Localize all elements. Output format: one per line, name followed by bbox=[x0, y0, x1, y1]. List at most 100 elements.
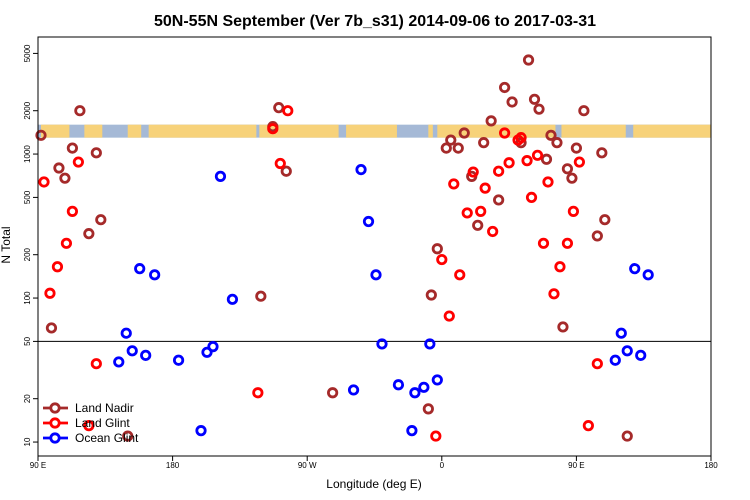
data-point bbox=[59, 172, 71, 184]
data-point bbox=[582, 420, 594, 432]
data-point bbox=[376, 338, 388, 350]
data-point bbox=[599, 214, 611, 226]
x-tick-label: 90 E bbox=[568, 461, 584, 470]
data-point bbox=[134, 263, 146, 275]
legend-marker bbox=[49, 417, 61, 429]
data-point bbox=[362, 215, 375, 228]
data-point bbox=[537, 237, 550, 249]
legend-label: Ocean Glint bbox=[75, 431, 139, 445]
x-tick-label: 180 bbox=[166, 461, 180, 470]
data-point bbox=[578, 105, 590, 117]
data-point bbox=[545, 129, 557, 141]
data-point bbox=[430, 430, 442, 442]
land-band-segment bbox=[84, 124, 103, 138]
data-point bbox=[436, 253, 448, 266]
data-point bbox=[533, 103, 545, 115]
land-band-segment bbox=[633, 124, 711, 138]
data-point bbox=[90, 358, 102, 370]
data-point bbox=[475, 205, 487, 217]
data-point bbox=[445, 134, 457, 146]
chart-title: 50N-55N September (Ver 7b_s31) 2014-09-0… bbox=[154, 13, 596, 30]
data-point bbox=[431, 243, 443, 255]
data-point bbox=[74, 105, 86, 117]
land-band-segment bbox=[561, 124, 626, 138]
y-tick-label: 500 bbox=[23, 190, 32, 204]
data-point bbox=[425, 289, 437, 301]
data-point bbox=[485, 115, 497, 127]
data-point bbox=[554, 261, 566, 273]
y-tick-label: 5000 bbox=[23, 44, 32, 62]
data-point bbox=[226, 293, 239, 305]
data-point bbox=[35, 129, 47, 141]
data-point bbox=[570, 142, 583, 154]
data-point bbox=[615, 327, 627, 339]
data-point bbox=[452, 142, 464, 154]
series-land-glint bbox=[38, 105, 603, 442]
data-point bbox=[126, 345, 138, 357]
legend-item: Land Nadir bbox=[43, 401, 134, 415]
y-tick-label: 200 bbox=[23, 247, 32, 261]
data-point bbox=[596, 147, 608, 159]
data-point bbox=[540, 153, 553, 165]
legend-label: Land Glint bbox=[75, 416, 130, 430]
data-point bbox=[561, 237, 574, 249]
y-tick-label: 1000 bbox=[23, 145, 32, 163]
data-point bbox=[51, 261, 64, 273]
data-point bbox=[493, 194, 505, 206]
data-point bbox=[573, 156, 585, 168]
data-point bbox=[83, 420, 95, 432]
data-point bbox=[503, 157, 515, 169]
plot-area bbox=[35, 54, 711, 442]
data-point bbox=[642, 269, 654, 281]
y-tick-label: 50 bbox=[23, 336, 32, 345]
data-point bbox=[83, 228, 95, 240]
data-point bbox=[255, 290, 267, 302]
x-tick-label: 0 bbox=[440, 461, 445, 470]
data-point bbox=[528, 93, 541, 105]
data-point bbox=[548, 288, 560, 300]
data-point bbox=[561, 163, 574, 175]
data-point bbox=[499, 81, 511, 94]
data-point bbox=[521, 155, 533, 167]
data-point bbox=[45, 322, 58, 334]
data-point bbox=[609, 354, 621, 366]
data-point bbox=[95, 214, 107, 226]
x-tick-label: 90 W bbox=[298, 461, 317, 470]
y-tick-label: 10 bbox=[23, 437, 32, 446]
data-point bbox=[424, 338, 436, 350]
data-point bbox=[72, 156, 84, 168]
data-point bbox=[38, 176, 50, 188]
data-point bbox=[282, 105, 294, 117]
data-point bbox=[44, 287, 56, 299]
data-point bbox=[392, 379, 405, 391]
data-point bbox=[207, 341, 219, 353]
series-ocean-glint bbox=[113, 163, 654, 437]
land-band-segment bbox=[259, 124, 339, 138]
data-point bbox=[493, 165, 505, 177]
data-point bbox=[499, 127, 511, 139]
data-point bbox=[454, 269, 466, 281]
data-point bbox=[431, 374, 443, 386]
data-point bbox=[621, 345, 633, 357]
data-point bbox=[90, 147, 102, 159]
legend-item: Land Glint bbox=[43, 416, 130, 430]
legend-item: Ocean Glint bbox=[43, 431, 139, 445]
data-point bbox=[557, 321, 569, 333]
x-axis-label: Longitude (deg E) bbox=[326, 477, 421, 491]
data-point bbox=[566, 172, 578, 184]
data-point bbox=[66, 142, 78, 154]
data-point bbox=[66, 205, 78, 217]
data-point bbox=[60, 237, 73, 249]
data-point bbox=[422, 403, 434, 415]
data-point bbox=[140, 349, 152, 361]
data-point bbox=[267, 123, 279, 135]
data-point bbox=[327, 387, 339, 399]
data-point bbox=[113, 356, 125, 368]
land-band-segment bbox=[40, 124, 70, 138]
legend-marker bbox=[49, 402, 61, 414]
data-point bbox=[591, 230, 603, 242]
data-point bbox=[458, 127, 470, 139]
data-point bbox=[149, 269, 161, 281]
